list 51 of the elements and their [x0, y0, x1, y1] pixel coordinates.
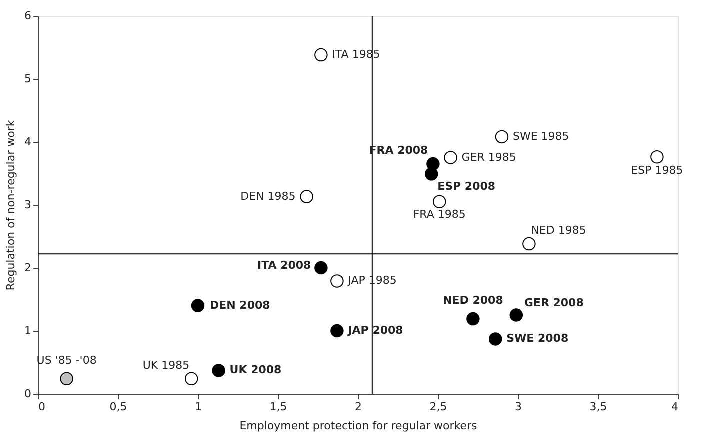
point [300, 190, 314, 204]
point [60, 372, 74, 386]
y-tick-label: 1 [24, 324, 32, 338]
x-tick-label: 1,5 [270, 400, 288, 414]
data-label: NED 1985 [531, 224, 586, 238]
x-tick-label: 3,5 [590, 400, 608, 414]
x-axis-title: Employment protection for regular workers [240, 420, 478, 432]
y-tick-label: 4 [24, 136, 32, 148]
data-label: SWE 2008 [506, 332, 569, 346]
data-label: GER 2008 [524, 296, 584, 310]
data-label: SWE 1985 [513, 130, 570, 143]
point [510, 308, 524, 322]
data-label: ESP 2008 [438, 180, 496, 194]
point [424, 168, 438, 181]
y-tick-label: 3 [24, 198, 32, 212]
data-label: FRA 1985 [413, 208, 466, 221]
x-tick-label: 2 [355, 400, 362, 414]
point [495, 130, 509, 144]
data-label: UK 1985 [142, 358, 190, 372]
x-tick-label: 1 [195, 400, 202, 414]
x-tick-label: 4 [672, 400, 678, 414]
x-tick-label: 0,5 [110, 400, 128, 414]
data-label: GER 1985 [462, 150, 516, 164]
point [191, 299, 205, 312]
data-label: ITA 2008 [257, 259, 312, 272]
x-tick-label: 2,5 [430, 400, 448, 414]
point [466, 312, 480, 326]
y-tick-label: 5 [24, 72, 32, 86]
y-axis-title: Regulation of non-regular work [4, 120, 18, 291]
data-label: JAP 2008 [347, 324, 404, 337]
point [488, 332, 502, 346]
data-label: DEN 2008 [210, 298, 270, 312]
data-label: ESP 1985 [631, 164, 684, 178]
point [330, 324, 344, 338]
y-tick-label: 6 [24, 10, 32, 22]
y-tick-label: 2 [24, 262, 32, 274]
point [314, 48, 328, 62]
x-tick-label: 3 [515, 400, 522, 414]
data-label: UK 2008 [230, 364, 282, 377]
point [212, 364, 226, 378]
point [650, 150, 664, 164]
x-tick-label: 0 [38, 400, 46, 414]
point [314, 261, 328, 275]
data-label: NED 2008 [443, 294, 504, 308]
point [444, 151, 458, 164]
point [330, 274, 344, 288]
point [184, 372, 198, 386]
y-tick-label: 0 [24, 388, 32, 400]
data-label: DEN 1985 [240, 190, 296, 203]
point [522, 237, 536, 251]
point [432, 195, 446, 208]
